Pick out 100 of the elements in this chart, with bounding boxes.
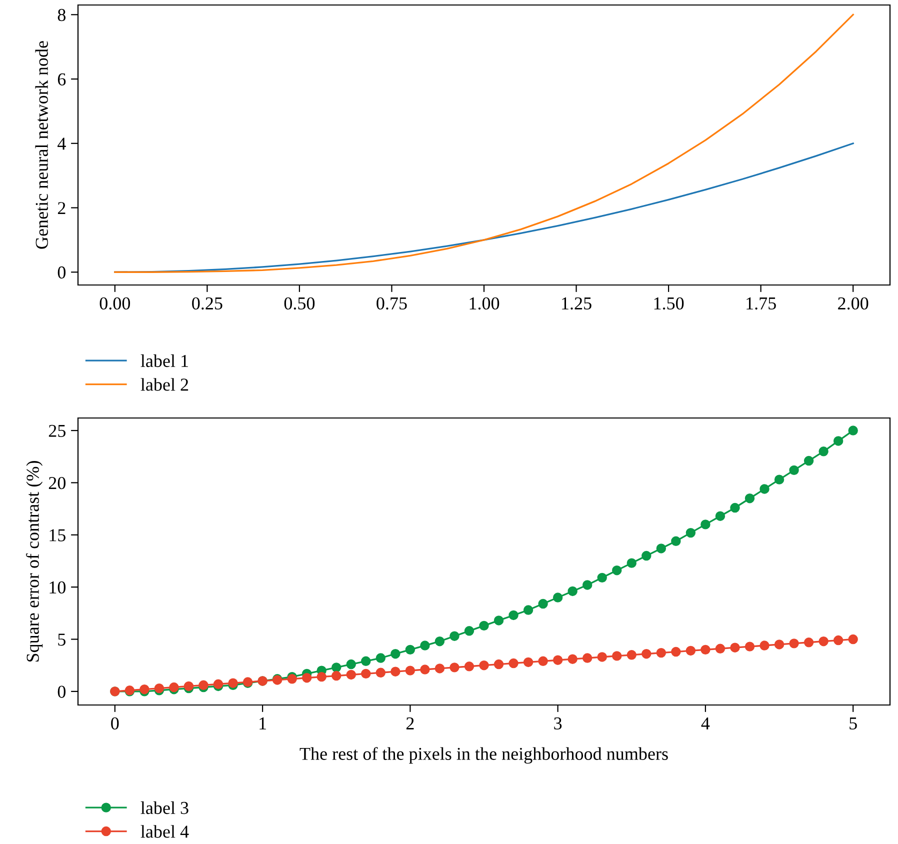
x-tick-label: 1.75 [746,297,776,310]
point [848,634,858,644]
point [715,511,726,521]
point [774,640,784,650]
point [656,648,666,658]
x-tick-label: 2 [406,717,414,730]
y-tick-label: 2 [58,202,66,214]
point [656,544,666,554]
point [523,605,534,615]
point [818,636,828,646]
point [450,662,460,672]
x-tick-label: 2.00 [838,297,868,310]
point [538,656,548,666]
point [405,644,416,655]
point [818,446,828,456]
point [302,673,312,683]
point [804,638,814,648]
y-tick-label: 10 [50,581,66,594]
point [316,672,326,682]
point [612,566,622,576]
point [552,655,563,665]
x-tick-label: 1 [260,717,266,730]
point [140,684,150,694]
y-tick-label: 25 [48,424,66,437]
point [626,558,636,568]
point [420,664,430,674]
point [789,465,799,476]
point [361,656,371,666]
point [730,502,740,513]
point [464,626,474,636]
point [715,644,726,654]
point [376,668,386,678]
x-tick-label: 4 [701,717,710,730]
x-tick-label: 1.50 [654,297,684,310]
point [508,610,518,620]
legend-label: label 1 [140,354,188,368]
y-axis-title: Square error of contrast (%) [26,461,43,662]
line-series [114,14,854,273]
point [642,550,652,561]
legend-label: label 3 [140,801,188,814]
point [597,572,607,583]
point [494,616,504,626]
point [848,426,858,436]
point [434,636,445,646]
point [154,683,164,694]
point [760,484,770,494]
point [789,638,799,648]
point [523,657,534,668]
point [213,679,224,689]
point [346,670,356,680]
point [582,580,592,590]
point [508,658,518,668]
x-tick-label: 3 [554,717,562,730]
y-tick-label: 0 [58,686,66,698]
y-tick-label: 0 [58,266,66,279]
point [287,674,297,684]
point [597,652,607,662]
point [332,662,342,672]
point [450,631,460,641]
point [612,651,622,661]
point [479,620,489,631]
point [744,642,755,652]
y-tick-label: 15 [50,529,66,542]
point [774,474,784,484]
point [804,456,814,466]
point [390,649,400,659]
point [568,586,578,596]
x-tick-label: 0.25 [192,297,222,310]
point [833,436,844,446]
point [700,644,710,655]
point [568,654,578,664]
legend-label: label 2 [140,378,188,391]
point [332,670,342,681]
x-tick-label: 5 [850,718,857,730]
point [626,650,636,660]
point [228,678,238,688]
point [346,659,356,670]
point [361,668,371,679]
point [833,635,844,646]
x-tick-label: 0.50 [284,297,315,310]
point [671,536,681,546]
y-tick-label: 20 [48,476,66,490]
point [552,592,563,602]
x-tick-label: 1.25 [562,297,592,310]
y-tick-label: 8 [58,8,66,22]
y-tick-label: 5 [58,634,66,646]
point [420,640,430,650]
point [479,660,489,670]
x-tick-label: 0.75 [376,297,407,310]
point [730,642,740,652]
point [760,640,770,650]
x-tick-label: 0.00 [100,297,130,310]
point [538,598,548,609]
point [405,666,416,676]
point [434,664,445,674]
point [464,662,474,672]
point [700,520,710,530]
point [744,494,755,504]
point [671,646,681,657]
point [376,653,386,663]
